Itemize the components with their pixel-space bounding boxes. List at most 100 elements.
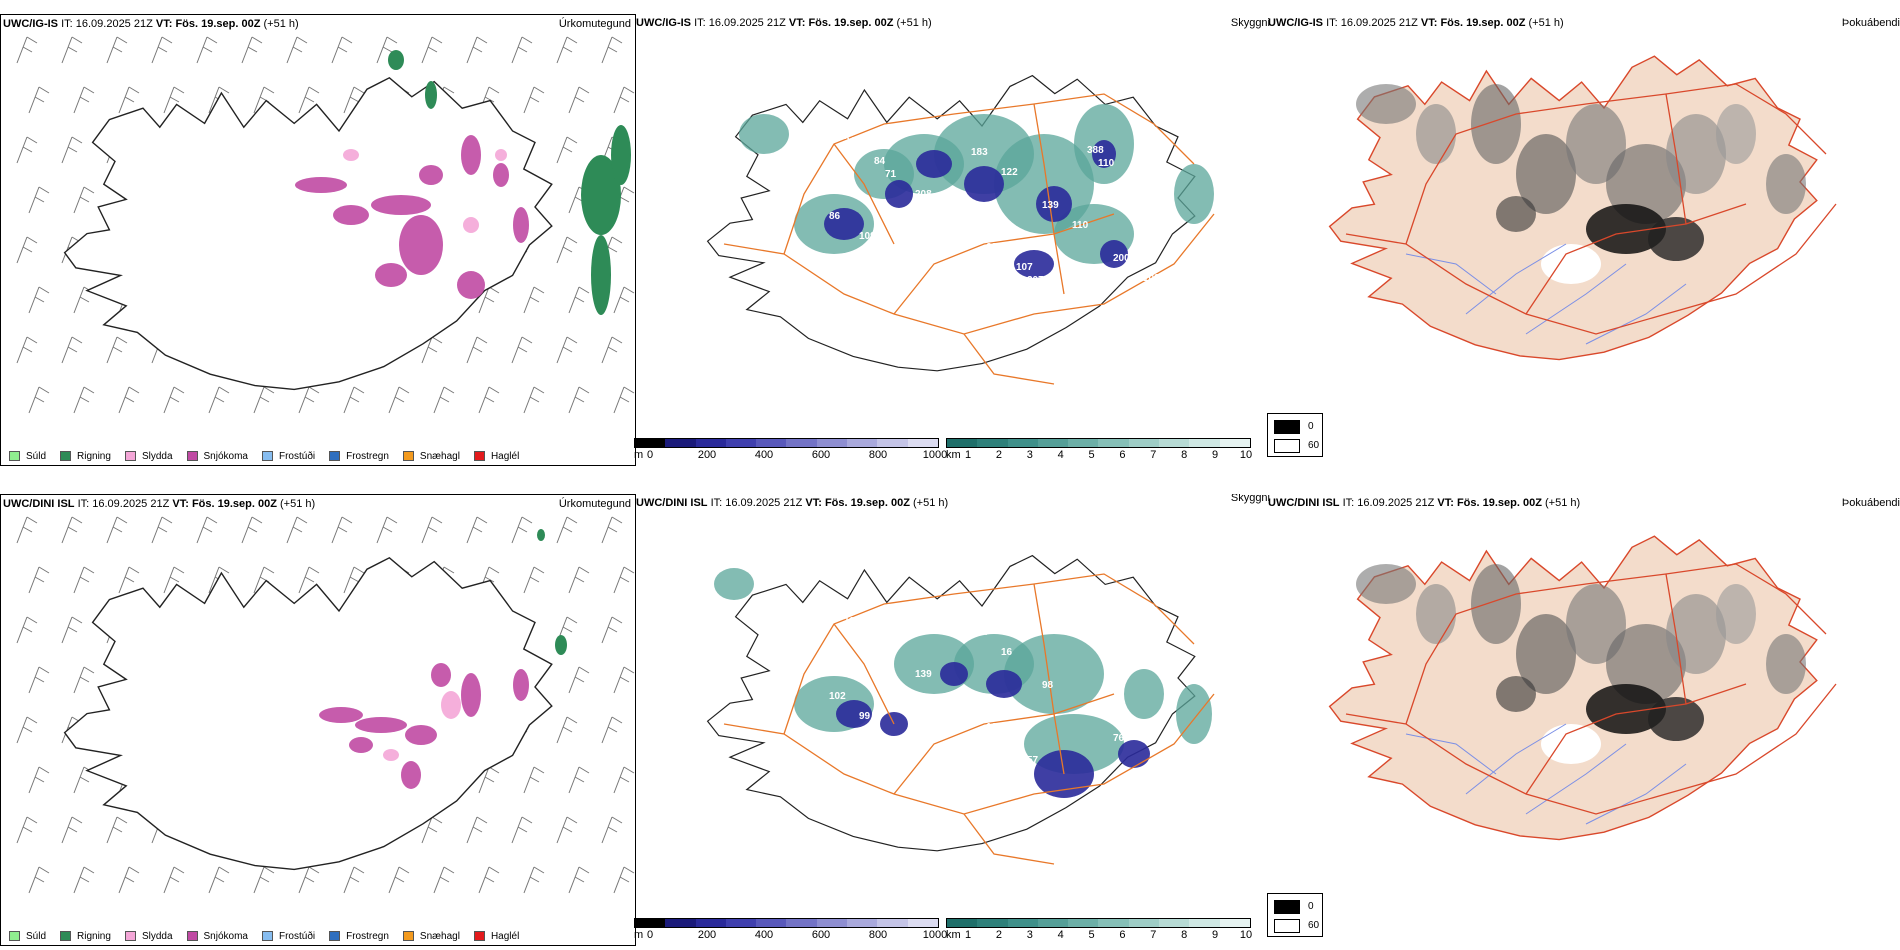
legend-item-4: Frostúði [261,931,315,942]
legend-item-3: Snjókoma [186,930,248,942]
legend-label: Súld [26,450,47,462]
colorbar-tick: 3 [1026,449,1033,461]
ceiling-label: 110 [1072,220,1089,231]
legend-swatch [186,451,198,461]
legend-label: Súld [26,930,47,942]
legend-swatch [473,451,485,461]
legend-item-5: Frostregn [329,451,389,462]
colorbar-step [947,919,978,927]
colorbar-step [1037,439,1069,447]
legend-swatch [473,931,485,941]
ceiling-label: 106 [956,702,973,713]
ceiling-label: 122 [1001,167,1018,178]
colorbar-step [1219,919,1250,927]
ceiling-label: 16 [1001,647,1013,658]
colorbar-tick: 1 [964,449,972,461]
colorbar-step [1159,439,1190,447]
legend-swatch [9,931,20,941]
legend-swatch [329,451,341,461]
legend-item-0: Súld [9,931,46,942]
colorbar-tick: 3 [1026,929,1033,941]
ceiling-visibility-panel-bottom: UWC/DINI ISL IT: 16.09.2025 21Z VT: Fös.… [634,494,1274,946]
precip-type-map [16,36,635,414]
colorbar-tick: 600 [811,449,831,461]
colorbar-step [725,919,757,927]
colorbar-tick: 2 [995,449,1002,461]
ceiling-label: 79 [900,264,912,275]
ceiling-label: 86 [829,211,841,222]
legend-item-6: Snæhagl [402,451,460,462]
colorbar-tick: 800 [868,449,888,461]
ceiling-label: 139 [915,669,932,680]
ceiling-label: 134 [814,116,831,127]
panel-product-name: Úrkomutegund [558,18,631,30]
colorbar-tick: 4 [1057,449,1064,461]
precip-legend: Súld Rigning Slydda Snjókoma Frostúði Frostre… [1,447,525,465]
panel-title: UWC/DINI ISL IT: 16.09.2025 21Z VT: Fös.… [1268,497,1581,509]
ceiling-label: 434 [971,627,988,638]
colorbar-tick: 7 [1150,449,1157,461]
ceiling-label: 547 [1098,638,1115,649]
ceiling-label: 71 [885,169,897,180]
precip-type-panel-bottom: UWC/DINI ISL IT: 16.09.2025 21Z VT: Fös.… [0,494,636,946]
panel-title: UWC/IG-IS IT: 16.09.2025 21Z VT: Fös. 19… [1268,17,1564,29]
colorbar-step [695,919,726,927]
colorbar-tick: 5 [1088,929,1095,941]
fog-index-panel-top: UWC/IG-IS IT: 16.09.2025 21Z VT: Fös. 19… [1266,14,1900,414]
legend-label: Snjókoma [203,450,248,462]
ceiling-label: 208 [915,189,932,200]
colorbar-step [1068,919,1099,927]
ceiling-colorbar: m 0 200 400 600 800 1000 [634,438,947,461]
ceiling-label: 116 [844,616,861,627]
legend-label: Snjókoma [203,930,248,942]
panel-product-name: Skyggni [1230,494,1270,504]
colorbar-step [907,439,938,447]
ceiling-label: 183 [971,147,988,158]
ceiling-label: 388 [1087,145,1104,156]
legend-swatch [329,931,341,941]
legend-swatch [186,931,198,941]
colorbar-tick: 6 [1119,929,1126,941]
legend-label: Haglél [490,450,520,462]
colorbar-step [725,439,757,447]
ceiling-label: 24 [1128,178,1140,189]
precip-type-panel-top: UWC/IG-IS IT: 16.09.2025 21Z VT: Fös. 19… [0,14,636,466]
colorbar-step [977,439,1008,447]
ceiling-label: 116 [1057,125,1074,136]
colorbar-tick: 10 [1239,449,1253,461]
colorbar-tick: 5 [1088,449,1095,461]
colorbar-step [816,919,848,927]
colorbar-step [877,919,908,927]
legend-label: Frostúði [278,450,316,462]
colorbar-step [877,439,908,447]
ceiling-visibility-map: 100 80 106 57 547 102 194 434 98 76 116 139 106 22 262… [706,554,1215,865]
legend-swatch [60,931,72,941]
legend-item-7: Haglél [473,930,520,942]
visibility-colorbar: km 1 2 3 4 5 6 7 8 9 10 [946,438,1253,461]
legend-label: Rigning [77,450,111,462]
colorbar-tick: 400 [754,449,774,461]
visibility-colorbar: km 1 2 3 4 5 6 7 8 9 10 [946,918,1252,941]
panel-title: UWC/IG-IS IT: 16.09.2025 21Z VT: Fös. 19… [3,18,299,30]
legend-swatch [60,451,72,461]
legend-item-2: Slydda [124,451,173,462]
legend-label: Snæhagl [419,930,460,942]
precip-type-map [16,516,635,894]
ceiling-label: 200 [1113,253,1130,264]
legend-swatch [124,931,136,941]
colorbar-step [786,919,817,927]
fog-index-map [1328,55,1837,361]
legend-label: Haglél [490,930,520,942]
colorbar-step [1037,919,1069,927]
colorbar-step [1007,919,1038,927]
panel-product-name: Skyggni [1230,17,1270,29]
colorbar-tick: 600 [811,929,831,941]
legend-item-1: Rigning [60,931,111,942]
ceiling-label: 110 [1098,158,1115,169]
ceiling-label: 106 [986,722,1003,733]
legend-label: Rigning [77,930,111,942]
ceiling-label: 90 [945,209,957,220]
panel-product-name: Úrkomutegund [558,498,631,510]
colorbar-tick: 1000 [922,449,948,461]
legend-label: Slydda [141,930,173,942]
